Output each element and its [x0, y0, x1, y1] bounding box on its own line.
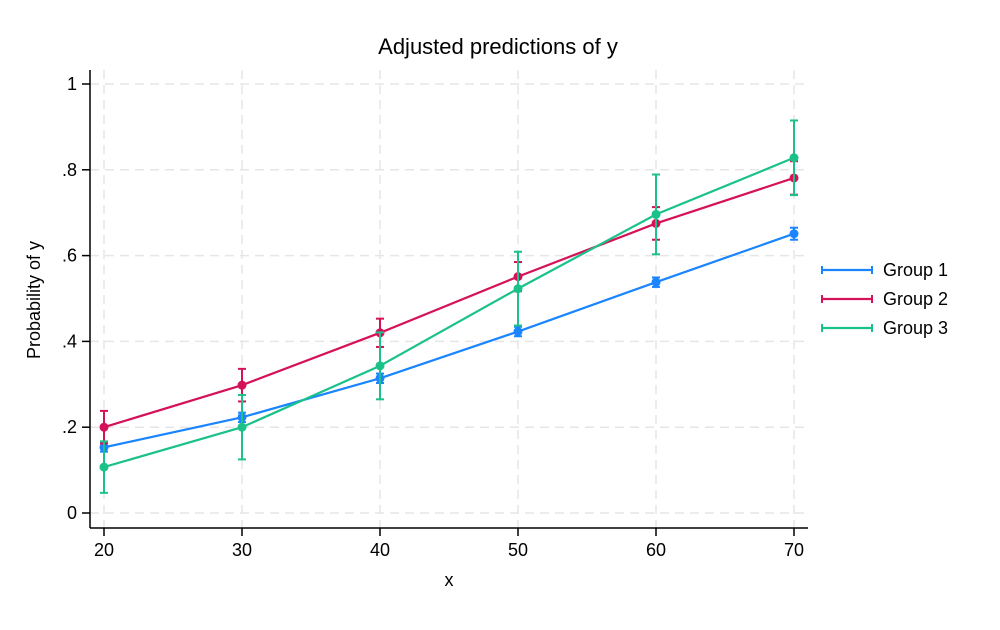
series-line: [103, 232, 795, 449]
legend-label: Group 3: [883, 318, 948, 338]
legend: Group 1 Group 2 Group 3: [821, 260, 948, 338]
axes: [89, 70, 808, 529]
x-tick-label: 40: [370, 540, 390, 560]
data-point: [99, 422, 109, 432]
legend-label: Group 2: [883, 289, 948, 309]
y-tick-label: 1: [67, 74, 77, 94]
series: [99, 119, 799, 494]
data-point: [513, 284, 523, 294]
data-point: [651, 209, 661, 219]
y-tick-label: .4: [62, 331, 77, 351]
series-line: [103, 176, 795, 429]
legend-item: Group 3: [821, 318, 948, 338]
series-3: [99, 119, 799, 494]
data-point: [237, 422, 247, 432]
series-line: [103, 156, 795, 469]
data-point: [651, 277, 661, 287]
x-tick-label: 60: [646, 540, 666, 560]
y-tick-label: 0: [67, 503, 77, 523]
data-point: [513, 327, 523, 337]
chart-title: Adjusted predictions of y: [378, 34, 618, 59]
y-axis-title: Probability of y: [24, 241, 44, 359]
legend-item: Group 1: [821, 260, 948, 280]
y-tick-label: .2: [62, 417, 77, 437]
data-point: [789, 229, 799, 239]
data-point: [375, 361, 385, 371]
data-point: [789, 153, 799, 163]
x-tick-label: 30: [232, 540, 252, 560]
x-axis-title: x: [445, 570, 454, 590]
x-tick-label: 20: [94, 540, 114, 560]
data-point: [237, 380, 247, 390]
ticks: 0 .2 .4 .6 .8 1 20 30 40 50 60 70: [62, 74, 804, 560]
legend-item: Group 2: [821, 289, 948, 309]
legend-label: Group 1: [883, 260, 948, 280]
y-tick-label: .6: [62, 246, 77, 266]
x-tick-label: 70: [784, 540, 804, 560]
y-tick-label: .8: [62, 160, 77, 180]
data-point: [99, 462, 109, 472]
x-tick-label: 50: [508, 540, 528, 560]
